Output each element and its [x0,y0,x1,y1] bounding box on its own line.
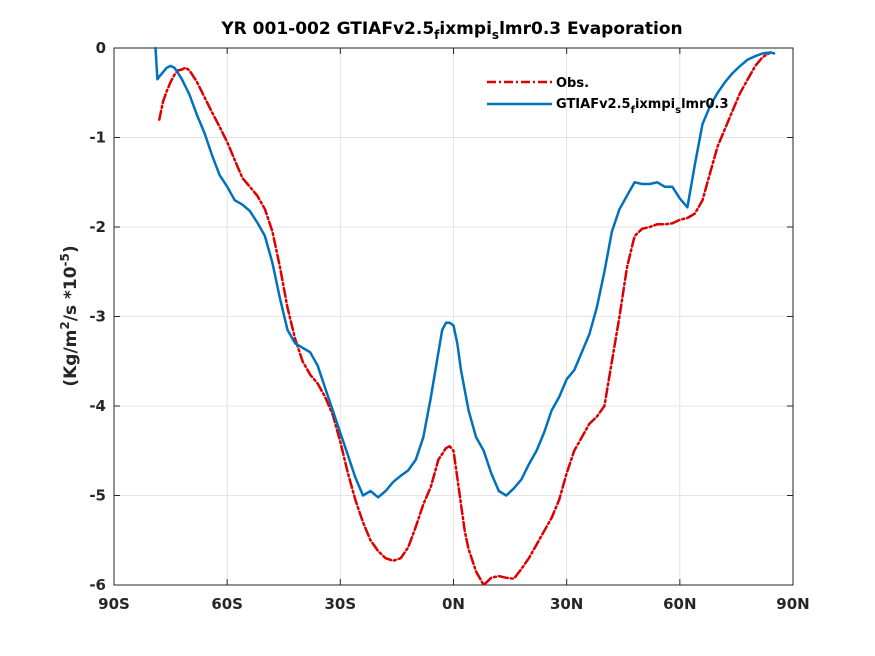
y-tick-label: -6 [89,576,106,594]
x-tick-label: 0N [442,595,465,613]
y-tick-label: -3 [89,308,106,326]
series-line-obs [158,51,772,587]
x-tick-label: 30S [324,595,356,613]
x-tick-label: 30N [550,595,583,613]
series-line-model [154,46,776,499]
y-tick-label: -2 [89,218,106,236]
x-tick-label: 90S [98,595,130,613]
x-tick-label: 60S [211,595,243,613]
axis-ticks: 90S 60S 30S 0N 30N 60N 90N 0 -1 -2 -3 -4 -5 -6 [89,39,809,613]
x-tick-label: 60N [663,595,696,613]
chart-title: YR 001-002 GTIAFv2.5fixmpislmr0.3 Evapor… [220,19,682,42]
y-tick-label: -4 [89,397,106,415]
y-tick-label: 0 [96,39,106,57]
grid [113,47,794,586]
y-axis-label: (Kg/m2/s *10-5) [58,245,81,386]
legend-label-model: GTIAFv2.5fixmpislmr0.3 [556,97,729,116]
legend-label-obs: Obs. [556,76,589,91]
y-tick-label: -1 [89,129,106,147]
y-tick-label: -5 [89,487,106,505]
legend: Obs. GTIAFv2.5fixmpislmr0.3 [487,76,729,116]
series-layer [154,46,776,587]
x-tick-label: 90N [776,595,809,613]
